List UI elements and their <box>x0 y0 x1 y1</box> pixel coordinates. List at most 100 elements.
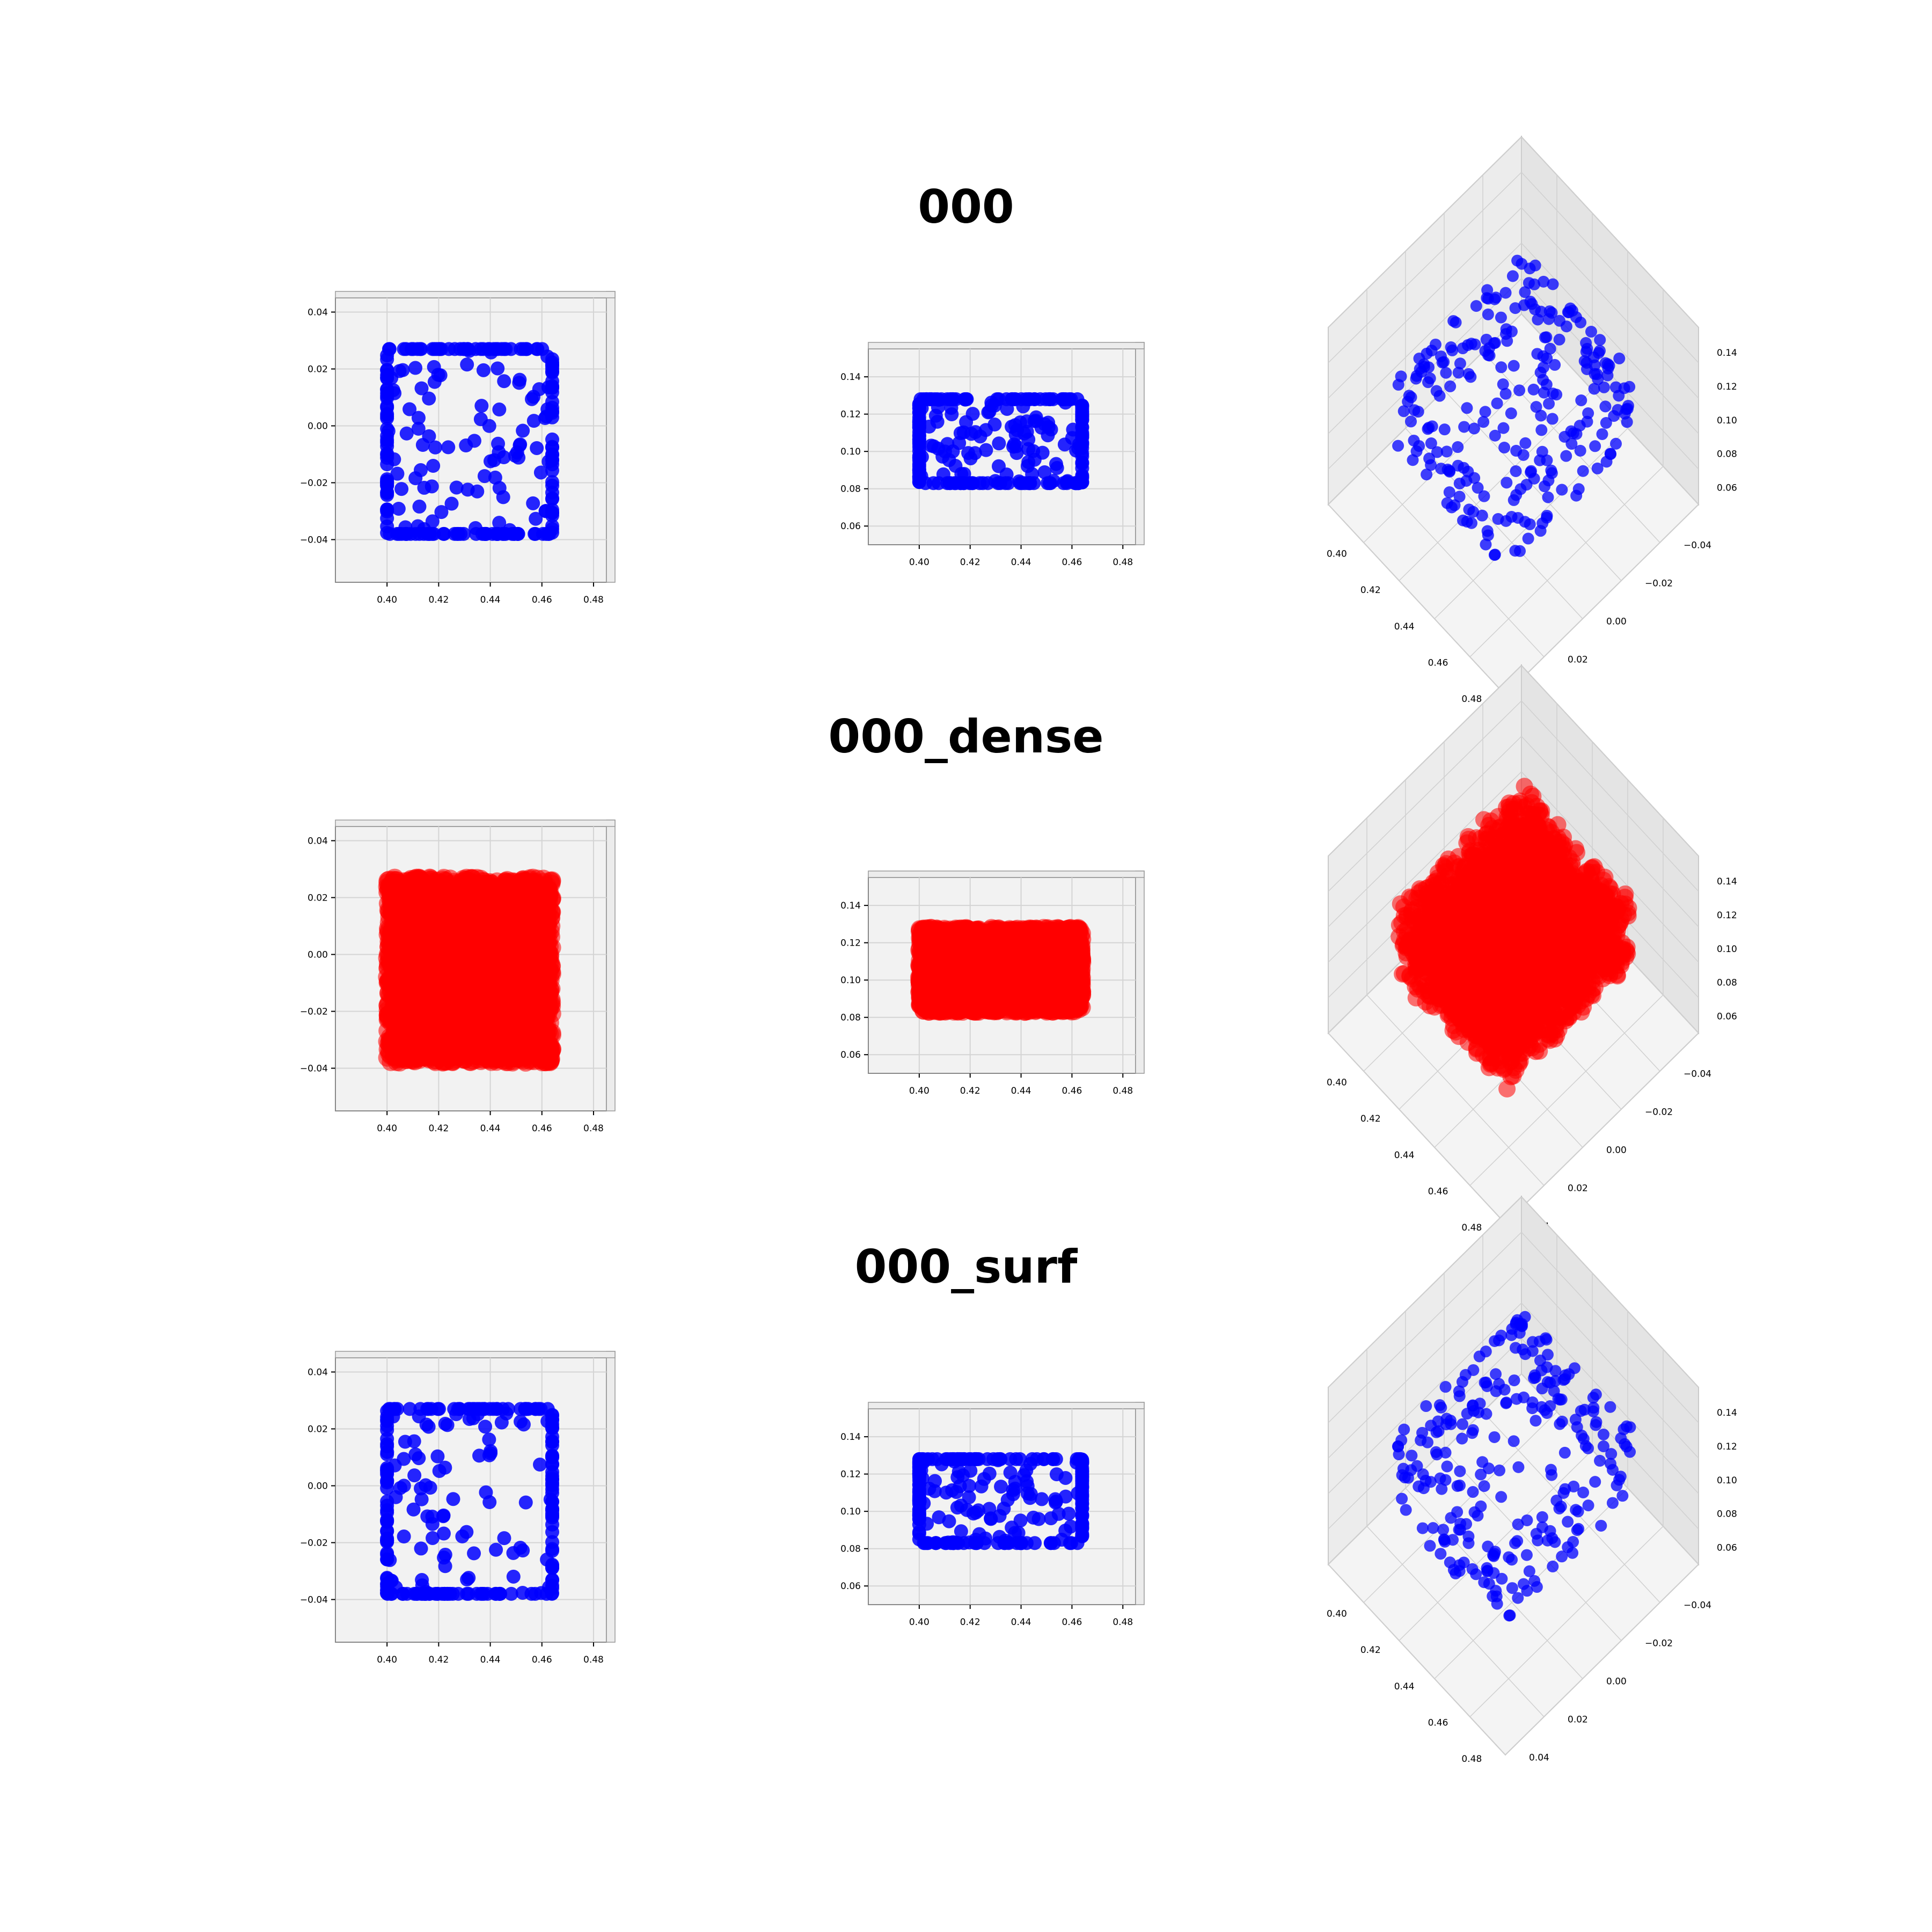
data-point <box>380 526 394 540</box>
data-point <box>1017 426 1031 441</box>
tick-label-v: −0.02 <box>300 1007 328 1018</box>
data-point <box>1514 545 1526 557</box>
data-point <box>1482 308 1494 320</box>
pane-edge-right <box>606 291 616 583</box>
data-point <box>390 466 405 481</box>
data-point <box>913 392 928 406</box>
data-point <box>1392 440 1404 452</box>
data-point <box>491 361 505 376</box>
tick-label-z3d: 0.14 <box>1717 348 1737 358</box>
data-point <box>1068 476 1082 491</box>
data-point <box>393 1020 412 1038</box>
data-point <box>943 476 957 491</box>
data-point <box>1037 465 1052 479</box>
data-point <box>1422 423 1434 435</box>
grid-3d <box>1521 243 1699 434</box>
pane-edge-top <box>868 870 1145 878</box>
data-point <box>380 447 394 461</box>
data-point <box>1528 278 1541 290</box>
data-point <box>510 526 525 541</box>
tick-label-v: 0.08 <box>840 1013 861 1023</box>
data-point <box>399 426 414 441</box>
data-point <box>392 364 407 378</box>
data-point <box>1436 356 1448 369</box>
data-point <box>1570 428 1583 440</box>
data-point <box>496 450 511 465</box>
data-point <box>965 407 980 421</box>
data-point <box>1534 525 1547 537</box>
data-point <box>1538 386 1550 399</box>
data-point <box>458 1012 477 1030</box>
data-point <box>1497 378 1509 391</box>
grid-3d <box>1328 207 1522 399</box>
grid-3d <box>1521 172 1699 363</box>
data-point <box>1454 357 1466 370</box>
data-point <box>1543 398 1555 410</box>
panel-3d-row0: 0.400.420.440.460.480.040.020.00−0.02−0.… <box>1327 135 1737 705</box>
data-point <box>421 947 440 966</box>
data-point <box>979 443 993 457</box>
data-point <box>1479 406 1491 418</box>
data-point <box>1519 286 1531 298</box>
data-point <box>434 505 449 519</box>
data-point <box>545 519 559 533</box>
tick-label-x: 0.46 <box>532 1123 552 1134</box>
data-point <box>1482 529 1494 541</box>
data-point <box>526 954 545 972</box>
data-point <box>380 457 394 472</box>
data-point <box>456 526 471 541</box>
data-point <box>1452 367 1465 379</box>
data-point <box>460 482 475 497</box>
data-point <box>422 391 436 406</box>
data-point <box>477 916 495 935</box>
tick-label-y3d: 0.02 <box>1568 654 1588 665</box>
data-point <box>414 381 429 396</box>
data-point <box>1541 352 1553 364</box>
data-point <box>454 869 473 888</box>
tick-label-x: 0.44 <box>480 595 501 605</box>
data-point <box>460 357 474 372</box>
tick-label-z3d: 0.12 <box>1717 382 1737 392</box>
data-point <box>1535 424 1548 436</box>
data-point <box>1438 423 1451 436</box>
grid-3d <box>1521 207 1699 399</box>
tick-label-y3d: −0.02 <box>1645 578 1673 589</box>
tick-label-v: 0.14 <box>840 372 861 383</box>
data-point <box>1541 454 1553 466</box>
data-point <box>1412 406 1424 418</box>
data-point <box>1507 360 1520 372</box>
data-point <box>1522 532 1534 545</box>
data-point <box>1532 313 1544 326</box>
tick-label-x: 0.40 <box>909 557 930 568</box>
data-point <box>953 426 968 441</box>
data-point <box>1468 422 1480 435</box>
data-point <box>912 410 926 425</box>
data-point <box>1596 428 1608 440</box>
tick-label-v: 0.08 <box>840 484 861 495</box>
data-point <box>1020 459 1035 473</box>
data-point <box>402 873 421 891</box>
tick-label-v: 0.10 <box>840 447 861 457</box>
data-point <box>545 440 559 454</box>
data-point <box>1560 450 1572 462</box>
data-point <box>482 419 496 433</box>
data-point <box>912 457 926 471</box>
data-point <box>1027 392 1042 406</box>
data-point <box>1577 465 1589 477</box>
data-point <box>526 496 540 510</box>
panel-top-row0: 0.40 0.42 0.44 0.46 0.480.040.020.00−0.02−0.… <box>300 291 616 605</box>
tick-label-x: 0.48 <box>583 1123 604 1134</box>
data-point <box>385 997 404 1016</box>
data-point <box>538 975 557 993</box>
grid-3d <box>1444 390 1622 581</box>
row-title-000-surf: 000_surf <box>854 1240 1078 1294</box>
data-point <box>1621 416 1633 428</box>
data-point <box>1610 437 1622 450</box>
data-point <box>1402 396 1414 408</box>
data-point <box>402 402 417 416</box>
data-point <box>380 504 394 519</box>
data-point <box>395 971 414 990</box>
data-point <box>965 476 980 491</box>
tick-label-x: 0.42 <box>960 557 980 568</box>
data-point <box>1023 476 1037 491</box>
